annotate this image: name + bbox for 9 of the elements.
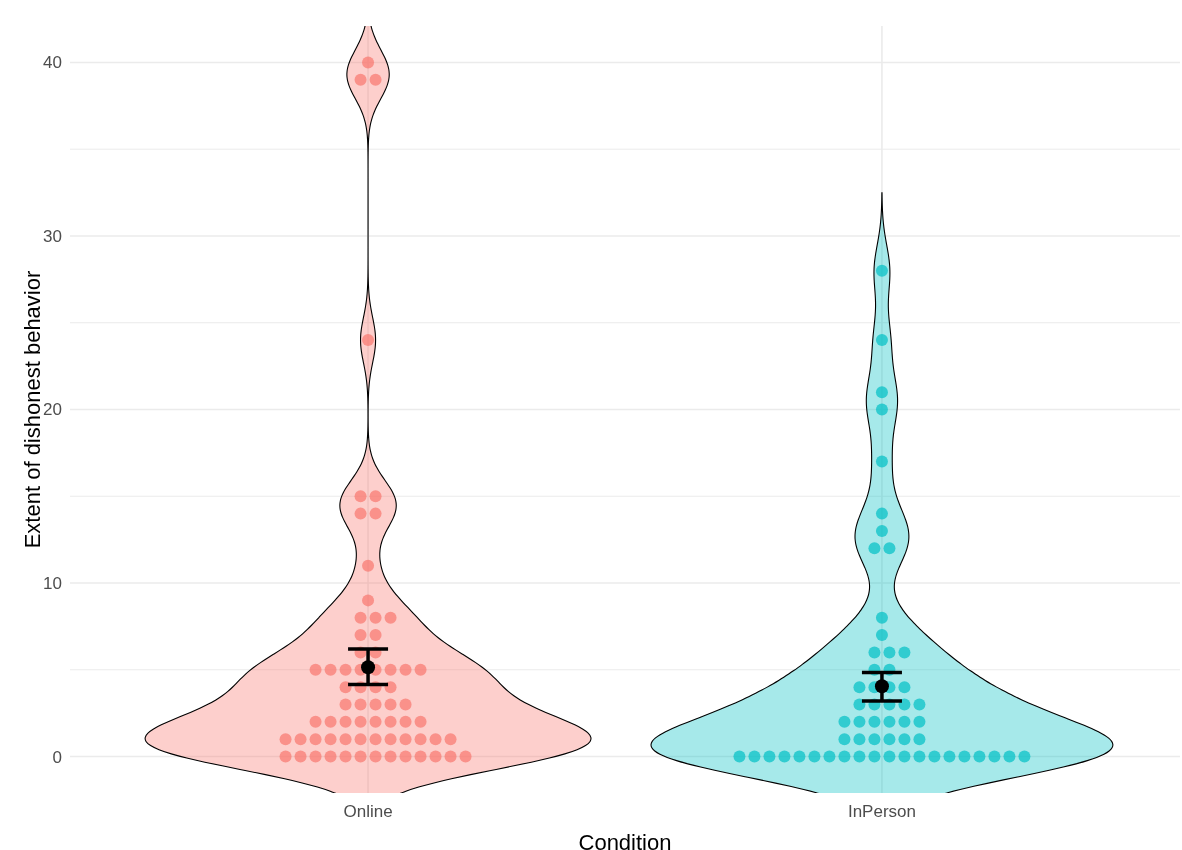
y-tick-label: 20 — [43, 400, 62, 420]
y-axis-title: Extent of dishonest behavior — [20, 270, 45, 549]
y-tick-label: 40 — [43, 53, 62, 73]
x-tick-label: Online — [343, 802, 393, 821]
y-tick-label: 10 — [43, 573, 62, 593]
y-tick-label: 0 — [52, 747, 62, 767]
x-tick-label: InPerson — [847, 802, 916, 821]
x-axis-title: Condition — [578, 830, 672, 850]
y-tick-label: 30 — [43, 226, 62, 246]
